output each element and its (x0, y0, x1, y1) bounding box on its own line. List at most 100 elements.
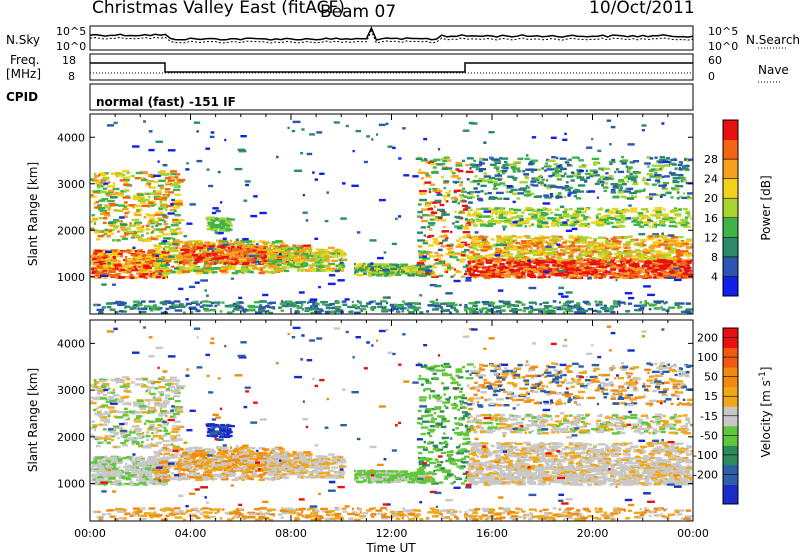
power-echo-cell (389, 263, 392, 266)
power-echo-cell (589, 244, 594, 247)
power-echo-cell (552, 220, 559, 223)
power-echo-cell (572, 272, 579, 275)
power-echo-cell (575, 210, 582, 213)
power-echo-cell (685, 245, 688, 248)
power-echo-cell (212, 250, 217, 253)
power-echo-cell (135, 263, 143, 267)
power-echo-cell (555, 253, 561, 256)
power-echo-cell (679, 244, 685, 247)
power-echo-cell (264, 244, 267, 247)
power-echo-cell (206, 304, 213, 307)
power-echo-cell (655, 259, 659, 262)
power-echo-cell (142, 171, 149, 175)
power-echo-cell (483, 242, 487, 245)
power-echo-cell (206, 227, 213, 231)
power-echo-cell (178, 246, 185, 250)
power-echo-cell (432, 271, 436, 275)
power-echo-cell (389, 303, 397, 307)
power-echo-cell (567, 305, 572, 308)
power-echo-cell (603, 189, 607, 193)
power-echo-cell (144, 192, 147, 195)
power-echo-cell (209, 241, 214, 245)
power-echo-cell (367, 274, 372, 277)
power-echo-cell (528, 224, 532, 228)
power-echo-cell (631, 220, 637, 223)
power-echo-cell (532, 266, 537, 270)
power-echo-cell (534, 176, 541, 180)
power-echo-cell (543, 165, 552, 168)
power-echo-cell (404, 269, 409, 272)
power-echo-cell (171, 254, 179, 257)
power-echo-cell (646, 269, 653, 272)
power-echo-cell (429, 175, 432, 178)
power-echo-cell (490, 208, 498, 211)
power-echo-cell (95, 181, 102, 185)
power-echo-cell (583, 218, 587, 221)
power-echo-cell (644, 261, 651, 265)
power-echo-cell (598, 254, 605, 258)
power-echo-cell (512, 192, 518, 195)
power-echo-cell (675, 235, 684, 239)
power-echo-cell (683, 310, 691, 313)
power-echo-cell (622, 276, 630, 279)
power-echo-cell (275, 240, 283, 243)
power-echo-cell (133, 265, 136, 269)
power-echo-cell (381, 307, 386, 310)
power-echo-cell (324, 257, 329, 260)
power-echo-cell (474, 237, 482, 241)
power-echo-cell (497, 255, 505, 258)
power-echo-cell (338, 266, 343, 269)
power-echo-cell (639, 306, 645, 309)
power-echo-cell (588, 248, 596, 251)
power-echo-cell (570, 216, 578, 220)
power-echo-cell (464, 218, 468, 221)
power-echo-cell (646, 173, 654, 176)
power-echo-cell (529, 161, 533, 164)
power-echo-cell (245, 270, 253, 273)
power-echo-cell (219, 269, 227, 272)
power-echo-cell (164, 188, 171, 191)
power-echo-cell (490, 163, 497, 166)
power-echo-cell (108, 189, 115, 193)
power-echo-cell (158, 242, 167, 245)
power-echo-cell (425, 175, 431, 178)
power-echo-cell (181, 261, 189, 265)
power-echo-cell (501, 172, 506, 175)
power-echo-cell (478, 169, 483, 173)
power-echo-cell (575, 255, 582, 258)
power-echo-cell (170, 236, 174, 239)
power-echo-cell (679, 269, 682, 272)
power-echo-cell (663, 302, 666, 305)
power-echo-cell (104, 172, 109, 175)
power-echo-cell (427, 161, 435, 164)
power-echo-cell (236, 259, 241, 262)
power-echo-cell (497, 178, 502, 181)
power-echo-cell (242, 248, 247, 251)
power-echo-cell (465, 223, 470, 227)
power-echo-cell (107, 269, 110, 272)
power-echo-cell (527, 186, 531, 189)
power-echo-cell (110, 261, 119, 264)
power-echo-cell (504, 266, 509, 269)
power-echo-cell (129, 265, 136, 268)
power-echo-cell (676, 240, 680, 243)
power-echo-cell (510, 188, 518, 192)
power-echo-cell (90, 227, 95, 230)
power-echo-cell (514, 257, 520, 261)
power-echo-cell (440, 254, 444, 257)
power-echo-cell (527, 270, 531, 274)
power-echo-cell (636, 268, 643, 271)
power-echo-cell (498, 239, 503, 242)
power-echo-cell (520, 240, 527, 243)
power-echo-cell (597, 253, 604, 256)
power-echo-cell (611, 271, 615, 274)
power-echo-cell (151, 225, 154, 228)
power-echo-cell (540, 213, 548, 216)
cpid-text: normal (fast) -151 IF (96, 95, 236, 109)
power-echo-cell (494, 207, 502, 210)
power-echo-cell (573, 194, 577, 198)
power-echo-cell (244, 268, 251, 271)
power-echo-cell (537, 259, 544, 262)
power-echo-cell (555, 239, 562, 242)
power-echo-cell (607, 264, 611, 268)
